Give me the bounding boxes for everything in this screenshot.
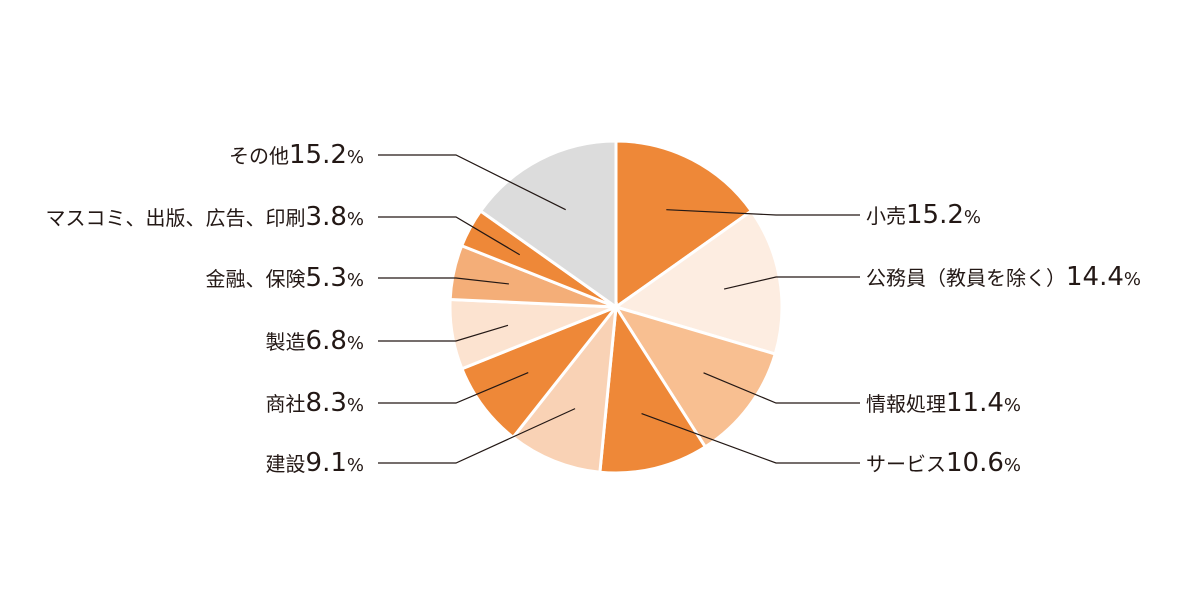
leader-line-5 [378, 372, 529, 404]
leader-lines [378, 154, 860, 464]
leader-line-3 [641, 412, 860, 464]
slice-label-unit: % [347, 270, 364, 291]
slice-label-name: サービス [866, 452, 946, 476]
slice-label-unit: % [347, 333, 364, 354]
leader-line-1 [723, 276, 860, 290]
pie-slice-0 [614, 139, 754, 310]
pie-slice-5 [459, 303, 621, 440]
leader-line-2 [703, 372, 860, 404]
slice-label-value: 15.2 [289, 140, 347, 170]
pie-slice-4 [511, 302, 618, 474]
slice-label-unit: % [964, 207, 981, 228]
slice-label-unit: % [347, 455, 364, 476]
slice-label-9: その他15.2% [229, 140, 364, 170]
slice-label-5: 商社8.3% [266, 388, 364, 418]
slice-label-unit: % [347, 147, 364, 168]
leader-line-6 [378, 324, 509, 342]
slice-label-unit: % [1004, 395, 1021, 416]
slice-label-7: 金融、保険5.3% [206, 263, 364, 293]
slice-label-value: 8.3 [306, 388, 347, 418]
slice-label-name: 小売 [866, 204, 906, 228]
slice-label-value: 9.1 [306, 448, 347, 478]
slice-label-name: 公務員（教員を除く） [866, 266, 1066, 290]
slice-label-8: マスコミ、出版、広告、印刷3.8% [46, 202, 364, 232]
slice-label-name: 製造 [266, 330, 306, 354]
slice-label-value: 6.8 [306, 326, 347, 356]
leader-line-8 [378, 216, 521, 256]
slice-labels: 小売15.2%公務員（教員を除く）14.4%情報処理11.4%サービス10.6%… [46, 140, 1141, 478]
slice-label-2: 情報処理11.4% [866, 388, 1021, 418]
leader-line-4 [378, 408, 576, 464]
slice-label-unit: % [347, 209, 364, 230]
slice-label-1: 公務員（教員を除く）14.4% [866, 262, 1141, 292]
leader-line-7 [378, 277, 509, 285]
slice-label-unit: % [347, 395, 364, 416]
slice-label-value: 11.4 [946, 388, 1004, 418]
leader-line-0 [666, 209, 860, 216]
slice-label-name: 商社 [266, 392, 306, 416]
slice-label-value: 14.4 [1066, 262, 1124, 292]
leader-line-9 [378, 154, 566, 211]
slice-label-name: 情報処理 [866, 392, 946, 416]
slice-label-value: 3.8 [306, 202, 347, 232]
slice-label-name: 金融、保険 [206, 267, 306, 291]
slice-label-6: 製造6.8% [266, 326, 364, 356]
slice-label-unit: % [1004, 455, 1021, 476]
slice-label-value: 5.3 [306, 263, 347, 293]
slice-label-4: 建設9.1% [266, 448, 364, 478]
slice-label-0: 小売15.2% [866, 200, 981, 230]
pie-slice-9 [478, 139, 618, 310]
slice-label-name: マスコミ、出版、広告、印刷 [46, 206, 306, 230]
slice-label-value: 15.2 [906, 200, 964, 230]
pie-slices [448, 139, 784, 475]
slice-label-3: サービス10.6% [866, 448, 1021, 478]
pie-slice-3 [598, 302, 708, 475]
slice-label-unit: % [1124, 269, 1141, 290]
slice-label-name: その他 [229, 144, 289, 168]
slice-label-value: 10.6 [946, 448, 1004, 478]
slice-label-name: 建設 [266, 452, 306, 476]
pie-slice-2 [612, 304, 778, 450]
